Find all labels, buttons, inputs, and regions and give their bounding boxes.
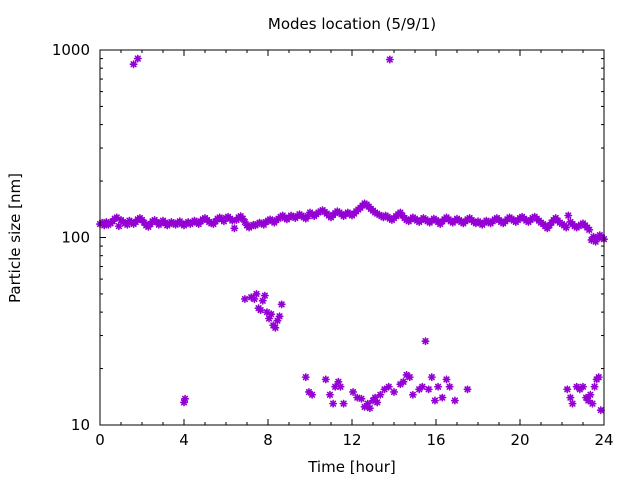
x-tick-label: 20 bbox=[510, 431, 529, 449]
x-tick-label: 8 bbox=[263, 431, 273, 449]
data-point bbox=[252, 289, 261, 298]
data-point bbox=[325, 390, 334, 399]
data-point bbox=[301, 373, 310, 382]
data-point bbox=[568, 399, 577, 408]
x-axis-label: Time [hour] bbox=[307, 458, 396, 476]
data-point bbox=[438, 393, 447, 402]
data-point bbox=[339, 399, 348, 408]
data-point bbox=[564, 211, 573, 220]
x-tick-label: 0 bbox=[95, 431, 105, 449]
y-tick-label: 1000 bbox=[52, 41, 90, 59]
data-point bbox=[445, 382, 454, 391]
data-point bbox=[275, 312, 284, 321]
data-point bbox=[363, 399, 372, 408]
x-tick-label: 24 bbox=[594, 431, 613, 449]
data-point bbox=[385, 55, 394, 64]
data-point bbox=[450, 396, 459, 405]
data-point bbox=[271, 323, 280, 332]
data-point bbox=[585, 225, 594, 234]
data-point bbox=[277, 300, 286, 309]
data-point bbox=[434, 382, 443, 391]
data-point bbox=[376, 390, 385, 399]
data-point bbox=[321, 375, 330, 384]
data-point bbox=[463, 385, 472, 394]
data-point bbox=[133, 54, 142, 63]
axis-ticks: 0 4 8 12 16 20 24 10 100 1000 bbox=[52, 41, 614, 449]
data-point bbox=[588, 399, 597, 408]
data-point bbox=[112, 213, 121, 222]
data-point bbox=[256, 306, 265, 315]
data-point bbox=[430, 396, 439, 405]
data-point bbox=[357, 394, 366, 403]
data-point bbox=[181, 394, 190, 403]
plot-frame bbox=[99, 49, 605, 426]
data-point bbox=[349, 387, 358, 396]
y-axis-label: Particle size [nm] bbox=[6, 173, 24, 303]
data-point bbox=[389, 387, 399, 396]
data-point bbox=[578, 382, 588, 391]
data-point bbox=[590, 382, 599, 391]
data-point bbox=[594, 373, 603, 382]
data-point bbox=[586, 390, 595, 399]
y-tick-label: 10 bbox=[71, 416, 90, 434]
data-point bbox=[267, 310, 276, 319]
y-tick-label: 100 bbox=[61, 229, 90, 247]
data-point bbox=[230, 224, 239, 233]
data-point bbox=[596, 406, 605, 415]
data-point bbox=[260, 291, 269, 300]
data-point bbox=[442, 375, 451, 384]
data-point bbox=[308, 390, 317, 399]
data-point bbox=[562, 223, 571, 232]
data-point bbox=[373, 398, 382, 407]
data-point bbox=[418, 382, 427, 391]
data-point bbox=[399, 377, 408, 386]
data-point bbox=[329, 399, 338, 408]
data-points bbox=[96, 54, 609, 415]
data-point bbox=[563, 385, 572, 394]
data-point bbox=[336, 382, 345, 391]
data-point bbox=[405, 373, 414, 382]
data-point bbox=[384, 382, 393, 391]
data-point bbox=[240, 294, 249, 303]
x-tick-label: 4 bbox=[179, 431, 189, 449]
data-point bbox=[424, 385, 433, 394]
chart-title: Modes location (5/9/1) bbox=[268, 15, 436, 33]
x-tick-label: 16 bbox=[426, 431, 445, 449]
x-tick-label: 12 bbox=[342, 431, 361, 449]
data-point bbox=[566, 393, 575, 402]
data-point bbox=[421, 337, 430, 346]
data-point bbox=[408, 390, 417, 399]
data-point bbox=[129, 60, 138, 69]
data-point bbox=[427, 373, 436, 382]
data-point bbox=[365, 404, 374, 413]
